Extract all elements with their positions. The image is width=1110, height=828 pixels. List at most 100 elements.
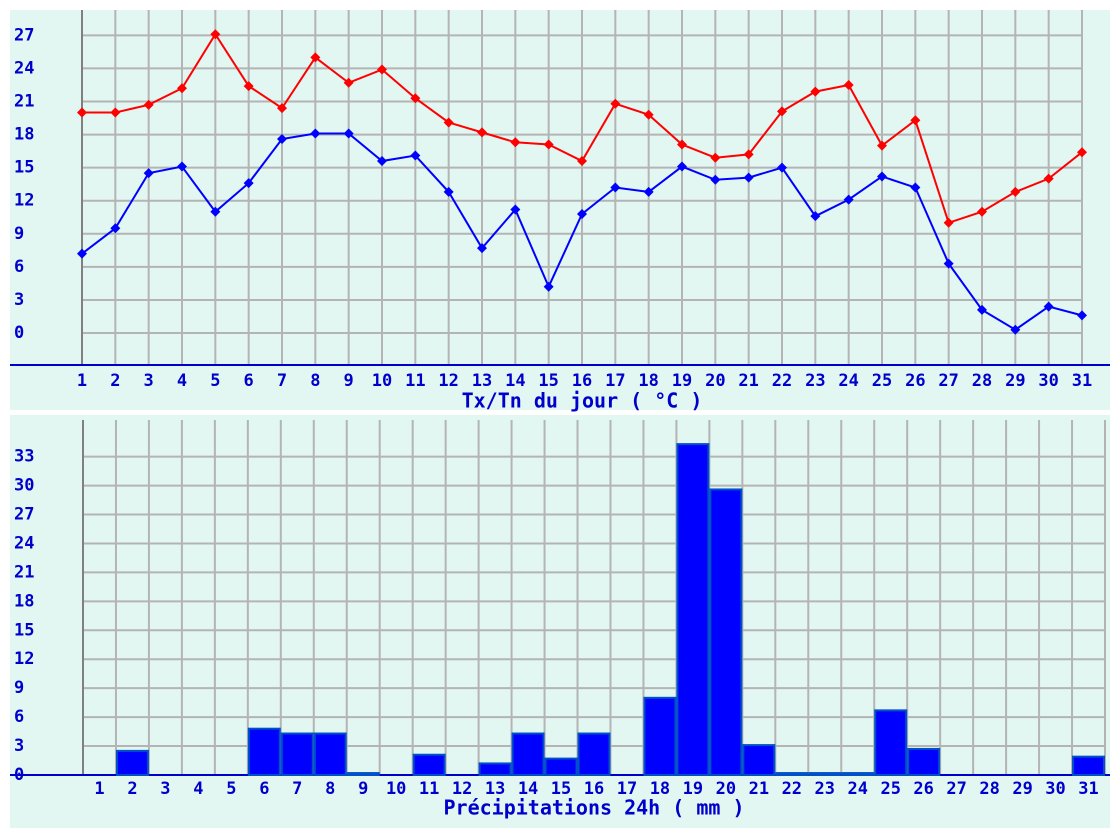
x-tick-label: 4	[177, 371, 187, 391]
point	[210, 206, 221, 217]
x-tick-label: 20	[705, 371, 725, 391]
x-tick-label: 13	[472, 371, 492, 391]
y-tick-label: 24	[14, 533, 34, 553]
y-tick-label: 18	[14, 591, 34, 611]
x-tick-label: 25	[880, 779, 900, 799]
y-tick-label: 18	[14, 125, 34, 145]
y-tick-label: 6	[14, 257, 24, 277]
x-tick-label: 1	[77, 371, 87, 391]
y-tick-label: 0	[14, 323, 24, 343]
x-tick-label: 28	[972, 371, 992, 391]
x-tick-label: 2	[110, 371, 120, 391]
bar	[643, 696, 677, 777]
point	[310, 128, 321, 139]
point	[377, 64, 387, 75]
point	[143, 99, 154, 110]
point	[543, 281, 554, 292]
point	[110, 223, 121, 234]
x-tick-label: 24	[838, 371, 858, 391]
point	[1043, 301, 1054, 312]
y-tick-label: 9	[14, 224, 24, 244]
point	[110, 107, 121, 118]
bar	[577, 732, 611, 777]
y-tick-label: 15	[14, 158, 34, 178]
point	[777, 162, 787, 173]
x-tick-label: 7	[277, 371, 287, 391]
x-tick-label: 11	[405, 371, 425, 391]
x-tick-label: 21	[738, 371, 758, 391]
point	[710, 174, 721, 185]
point	[877, 140, 887, 151]
x-tick-label: 27	[938, 371, 958, 391]
bar	[841, 772, 875, 777]
point	[1077, 310, 1087, 321]
bar	[313, 732, 347, 777]
y-tick-label: 15	[14, 620, 34, 640]
point	[743, 172, 754, 183]
point	[843, 194, 854, 205]
point	[643, 186, 654, 197]
bar	[280, 732, 314, 777]
x-tick-label: 31	[1078, 779, 1098, 799]
x-tick-label: 16	[584, 779, 604, 799]
y-tick-label: 3	[14, 736, 24, 756]
x-tick-label: 30	[1045, 779, 1065, 799]
x-tick-label: 17	[617, 779, 637, 799]
bar	[478, 762, 512, 776]
point	[277, 103, 287, 114]
point	[410, 93, 421, 104]
bar	[346, 772, 380, 777]
point	[610, 182, 621, 193]
x-tick-label: 3	[160, 779, 170, 799]
x-tick-label: 23	[805, 371, 825, 391]
x-tick-label: 14	[518, 779, 538, 799]
point	[743, 149, 754, 160]
x-tick-label: 29	[1012, 779, 1032, 799]
x-tick-label: 26	[913, 779, 933, 799]
point	[577, 156, 587, 167]
x-tick-label: 14	[505, 371, 525, 391]
x-tick-label: 19	[672, 371, 692, 391]
y-tick-label: 27	[14, 505, 34, 525]
x-tick-label: 22	[772, 371, 792, 391]
bar	[544, 757, 578, 776]
point	[177, 83, 187, 94]
point	[843, 79, 854, 90]
y-tick-label: 24	[14, 58, 34, 78]
point	[977, 206, 987, 217]
x-tick-label: 25	[872, 371, 892, 391]
point	[677, 139, 687, 150]
x-tick-label: 18	[650, 779, 670, 799]
x-tick-label: 31	[1072, 371, 1092, 391]
x-tick-label: 28	[979, 779, 999, 799]
y-tick-label: 6	[14, 707, 24, 727]
x-tick-label: 4	[193, 779, 203, 799]
point	[910, 182, 921, 193]
point	[643, 109, 654, 120]
point	[77, 248, 87, 259]
y-tick-label: 12	[14, 191, 34, 211]
point	[210, 29, 221, 40]
x-tick-label: 27	[946, 779, 966, 799]
x-tick-label: 10	[386, 779, 406, 799]
point	[243, 81, 254, 92]
point	[443, 186, 454, 197]
x-tick-label: 29	[1005, 371, 1025, 391]
point	[277, 133, 287, 144]
bar	[676, 443, 710, 776]
point	[343, 128, 354, 139]
bar	[742, 744, 776, 776]
point	[943, 258, 954, 269]
point	[310, 52, 321, 63]
x-tick-label: 6	[244, 371, 254, 391]
bar	[907, 747, 941, 776]
point	[1077, 147, 1087, 158]
point	[710, 152, 721, 163]
x-tick-label: 13	[485, 779, 505, 799]
y-tick-label: 12	[14, 649, 34, 669]
x-tick-label: 5	[226, 779, 236, 799]
x-tick-label: 9	[358, 779, 368, 799]
point	[443, 117, 454, 128]
point	[677, 161, 687, 172]
point	[510, 204, 521, 215]
